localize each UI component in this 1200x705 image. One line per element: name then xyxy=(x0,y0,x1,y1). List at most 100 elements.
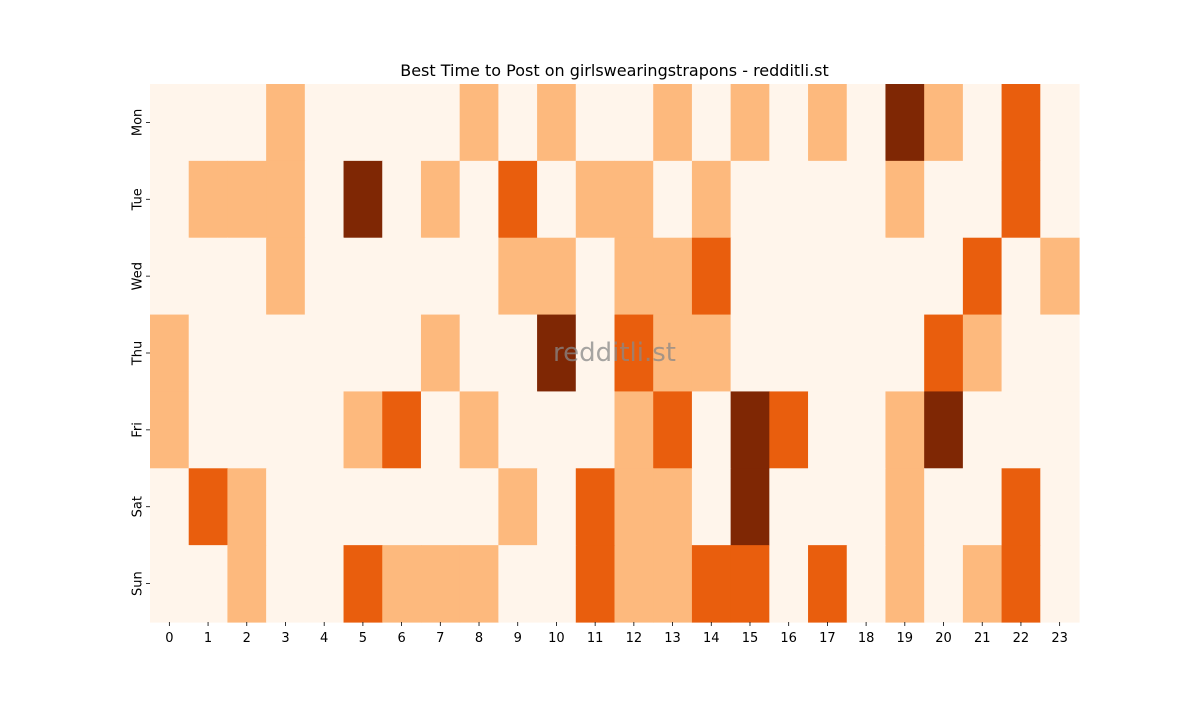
heatmap-cell-fri-20 xyxy=(924,391,964,469)
heatmap-cell-tue-15 xyxy=(730,160,770,239)
heatmap-cell-wed-22 xyxy=(1001,237,1041,316)
heatmap-cell-fri-15 xyxy=(730,391,770,469)
heatmap-cell-wed-13 xyxy=(653,237,693,316)
heatmap-cell-sun-5 xyxy=(343,545,383,623)
heatmap-cell-wed-5 xyxy=(343,237,383,316)
heatmap-cell-wed-1 xyxy=(188,237,229,316)
heatmap-cell-wed-21 xyxy=(962,237,1003,316)
heatmap-cell-tue-19 xyxy=(885,160,925,239)
heatmap-cell-fri-3 xyxy=(266,391,306,469)
y-tick-label: Tue xyxy=(131,188,146,211)
heatmap-cell-thu-3 xyxy=(266,314,306,393)
heatmap-cell-thu-11 xyxy=(575,314,616,393)
heatmap-cell-wed-17 xyxy=(808,237,848,316)
heatmap-cell-tue-4 xyxy=(304,160,345,239)
heatmap-cell-thu-18 xyxy=(846,314,887,393)
heatmap-cell-wed-9 xyxy=(498,237,538,316)
x-tick-label: 10 xyxy=(548,631,565,646)
heatmap-cell-tue-12 xyxy=(614,160,654,239)
heatmap-cell-fri-10 xyxy=(537,391,577,469)
heatmap-cell-sat-19 xyxy=(885,468,925,546)
x-tick-label: 22 xyxy=(1013,631,1030,646)
heatmap-cell-sun-20 xyxy=(924,545,964,623)
x-tick-label: 21 xyxy=(974,631,991,646)
heatmap-cell-mon-5 xyxy=(343,84,383,162)
heatmap-cell-sat-0 xyxy=(150,468,190,546)
heatmap-cell-sun-0 xyxy=(150,545,190,623)
heatmap-cell-wed-0 xyxy=(150,237,190,316)
heatmap-cell-mon-7 xyxy=(420,84,461,162)
x-tick-label: 15 xyxy=(742,631,759,646)
heatmap-cell-fri-11 xyxy=(575,391,616,469)
x-tick-label: 19 xyxy=(897,631,914,646)
heatmap-cell-fri-17 xyxy=(808,391,848,469)
heatmap-cell-sat-21 xyxy=(962,468,1003,546)
heatmap-cell-tue-5 xyxy=(343,160,383,239)
x-tick-label: 16 xyxy=(780,631,797,646)
heatmap-cell-sat-17 xyxy=(808,468,848,546)
heatmap-cell-fri-0 xyxy=(150,391,190,469)
heatmap-cell-mon-20 xyxy=(924,84,964,162)
heatmap-cell-sat-6 xyxy=(382,468,422,546)
heatmap-cell-fri-23 xyxy=(1040,391,1080,469)
heatmap-cell-wed-18 xyxy=(846,237,887,316)
heatmap-cell-tue-8 xyxy=(459,160,499,239)
heatmap-cell-fri-4 xyxy=(304,391,345,469)
heatmap-cell-thu-13 xyxy=(653,314,693,393)
heatmap-cell-sat-22 xyxy=(1001,468,1041,546)
heatmap-cell-thu-16 xyxy=(769,314,809,393)
heatmap-cell-tue-6 xyxy=(382,160,422,239)
y-tick-label: Mon xyxy=(131,109,146,136)
chart-title: Best Time to Post on girlswearingstrapon… xyxy=(400,61,829,80)
heatmap-cell-tue-13 xyxy=(653,160,693,239)
heatmap-cell-sat-18 xyxy=(846,468,887,546)
heatmap-cell-fri-13 xyxy=(653,391,693,469)
heatmap-cell-thu-5 xyxy=(343,314,383,393)
heatmap-cell-mon-17 xyxy=(808,84,848,162)
x-tick-label: 13 xyxy=(664,631,681,646)
heatmap-cell-thu-12 xyxy=(614,314,654,393)
heatmap-cell-wed-4 xyxy=(304,237,345,316)
heatmap-cell-sun-9 xyxy=(498,545,538,623)
heatmap-cell-wed-8 xyxy=(459,237,499,316)
heatmap-cell-tue-1 xyxy=(188,160,229,239)
heatmap-cell-fri-12 xyxy=(614,391,654,469)
x-tick-label: 12 xyxy=(626,631,643,646)
heatmap-cell-fri-1 xyxy=(188,391,229,469)
heatmap-cell-sun-3 xyxy=(266,545,306,623)
heatmap-cell-thu-1 xyxy=(188,314,229,393)
heatmap-cell-mon-8 xyxy=(459,84,499,162)
heatmap-cell-sun-18 xyxy=(846,545,887,623)
heatmap-cell-sun-4 xyxy=(304,545,345,623)
heatmap-cell-thu-20 xyxy=(924,314,964,393)
heatmap-cell-sun-15 xyxy=(730,545,770,623)
heatmap-cell-wed-7 xyxy=(420,237,461,316)
y-axis: Mon Tue Wed Thu Fri Sat Sun xyxy=(131,109,150,596)
heatmap-cell-sun-11 xyxy=(575,545,616,623)
heatmap-cell-mon-14 xyxy=(691,84,732,162)
heatmap-cell-thu-6 xyxy=(382,314,422,393)
heatmap-cell-tue-18 xyxy=(846,160,887,239)
heatmap-cell-mon-2 xyxy=(227,84,267,162)
x-tick-label: 23 xyxy=(1051,631,1068,646)
x-tick-label: 3 xyxy=(281,631,289,646)
heatmap-cell-thu-17 xyxy=(808,314,848,393)
heatmap-cell-tue-7 xyxy=(420,160,461,239)
heatmap-cell-fri-19 xyxy=(885,391,925,469)
heatmap-cell-sat-20 xyxy=(924,468,964,546)
heatmap-cell-tue-14 xyxy=(691,160,732,239)
heatmap-cell-fri-14 xyxy=(691,391,732,469)
heatmap-cell-sun-23 xyxy=(1040,545,1080,623)
x-tick-label: 4 xyxy=(320,631,328,646)
heatmap-cell-sat-13 xyxy=(653,468,693,546)
heatmap-cell-wed-20 xyxy=(924,237,964,316)
heatmap-cell-mon-12 xyxy=(614,84,654,162)
heatmap-cell-sun-8 xyxy=(459,545,499,623)
heatmap-cell-sun-1 xyxy=(188,545,229,623)
heatmap-cell-sun-10 xyxy=(537,545,577,623)
x-tick-label: 0 xyxy=(165,631,173,646)
heatmap-cell-sat-5 xyxy=(343,468,383,546)
heatmap-cell-thu-2 xyxy=(227,314,267,393)
heatmap-cell-mon-21 xyxy=(962,84,1003,162)
x-tick-label: 2 xyxy=(243,631,251,646)
